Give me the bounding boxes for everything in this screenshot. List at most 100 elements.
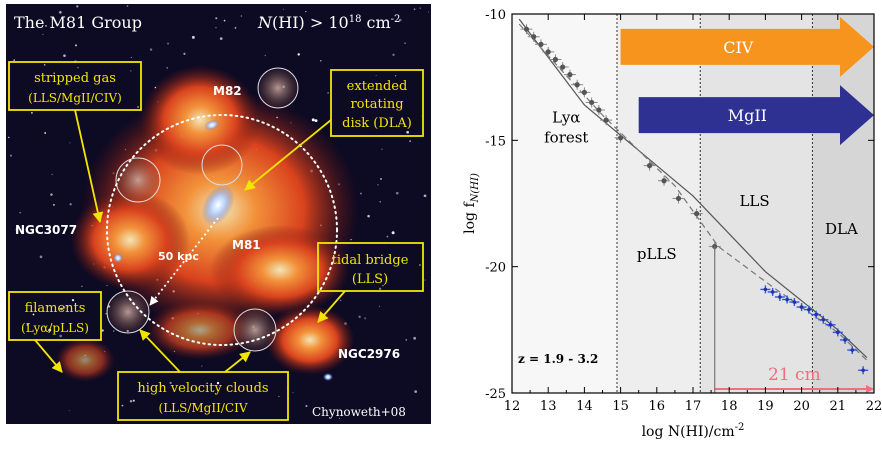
- y-axis-label: log fN(HI): [462, 173, 481, 234]
- redshift-note: z = 1.9 - 3.2: [518, 352, 598, 366]
- star: [80, 25, 84, 29]
- x-tick-label: 15: [612, 399, 629, 414]
- gray-point: [523, 26, 530, 32]
- star: [327, 92, 329, 94]
- star: [419, 264, 421, 266]
- callout-hvc: high velocity clouds (LLS/MgII/CIV: [117, 329, 289, 421]
- star: [74, 44, 78, 47]
- callout-stripped-gas: stripped gas (LLS/MgII/CIV): [8, 61, 142, 224]
- gray-point: [675, 195, 682, 202]
- gray-point: [618, 135, 624, 141]
- m82-label: M82: [213, 84, 242, 98]
- m82-galaxy: [204, 119, 220, 131]
- star: [305, 404, 308, 408]
- star: [391, 231, 395, 235]
- star: [77, 67, 79, 69]
- star: [394, 75, 397, 77]
- x-tick-label: 19: [757, 399, 774, 414]
- gray-point: [603, 117, 609, 123]
- star: [320, 60, 322, 62]
- gray-point: [589, 99, 595, 106]
- star: [419, 7, 421, 9]
- panel-title: The M81 Group: [14, 13, 142, 32]
- svg-text:(LLS/MgII/CIV): (LLS/MgII/CIV): [28, 91, 122, 105]
- star: [130, 70, 132, 72]
- gray-point: [661, 178, 667, 184]
- arrow-label-civ: CIV: [723, 38, 754, 57]
- star: [338, 417, 341, 419]
- x-tick-label: 17: [685, 399, 702, 414]
- blue-point: [821, 317, 826, 322]
- star: [26, 324, 29, 326]
- star: [13, 59, 15, 61]
- star: [215, 17, 218, 20]
- arrow-civ: [620, 16, 874, 77]
- star: [113, 330, 115, 332]
- range-21cm-head: [866, 385, 874, 393]
- star: [43, 64, 46, 66]
- m81-group-image: The M81 Group N(HI) > 1018 cm-2 Chynowet…: [6, 4, 431, 424]
- star: [423, 194, 427, 198]
- ngc3077-galaxy: [113, 253, 123, 263]
- region-3: [812, 14, 874, 393]
- range-21cm-label: 21 cm: [768, 365, 821, 385]
- star: [292, 392, 294, 394]
- star: [406, 130, 410, 134]
- star: [105, 313, 107, 315]
- star: [19, 211, 22, 214]
- blue-point: [778, 295, 782, 299]
- ngc3077-label: NGC3077: [15, 223, 77, 237]
- star: [30, 111, 33, 114]
- star: [71, 298, 75, 302]
- star: [219, 37, 223, 41]
- star: [413, 8, 416, 11]
- credit-label: Chynoweth+08: [312, 405, 406, 419]
- star: [169, 381, 172, 385]
- gray-point: [552, 56, 559, 63]
- region-labels: Lyα forest pLLS LLS DLA: [544, 109, 858, 263]
- star: [216, 381, 220, 385]
- gray-point: [646, 163, 653, 169]
- svg-text:rotating: rotating: [350, 97, 403, 112]
- chart-axes: 12 13 14 15 16 17 18 19 20 21 22 -10 -15 -20 -25: [485, 8, 882, 414]
- fit-lines: [518, 18, 868, 361]
- x-tick-label: 21: [830, 399, 847, 414]
- hvc-clouds: [106, 67, 299, 352]
- gray-point: [538, 41, 544, 47]
- star: [101, 329, 104, 332]
- x-tick-label: 14: [576, 399, 593, 414]
- ion-arrows: CIV MgII 21 cm: [620, 16, 874, 393]
- star: [69, 203, 72, 206]
- star: [382, 284, 384, 287]
- svg-text:tidal bridge: tidal bridge: [332, 253, 409, 268]
- star: [42, 33, 44, 36]
- star: [126, 5, 129, 7]
- star: [32, 313, 35, 316]
- star: [240, 15, 243, 17]
- star: [381, 148, 383, 150]
- x-tick-label: 12: [504, 399, 521, 414]
- star: [427, 11, 429, 13]
- star: [15, 228, 19, 231]
- y-tick-label: -15: [485, 134, 506, 149]
- callout-extended-disk: extended rotating disk (DLA): [244, 69, 424, 191]
- star: [76, 5, 79, 8]
- gray-point: [531, 34, 537, 40]
- region-label-2: LLS: [739, 192, 769, 210]
- star: [305, 10, 307, 13]
- model-line: [518, 23, 868, 361]
- blue-point: [843, 338, 847, 342]
- star: [137, 105, 140, 108]
- gray-point: [560, 64, 566, 70]
- star: [413, 336, 417, 340]
- region-shading: [512, 14, 874, 393]
- star: [8, 136, 10, 139]
- x-tick-label: 20: [793, 399, 810, 414]
- blue-point: [828, 322, 833, 327]
- star: [166, 67, 169, 69]
- star: [149, 48, 153, 51]
- region-2: [700, 14, 813, 393]
- star: [358, 315, 361, 318]
- svg-text:filaments: filaments: [25, 301, 86, 316]
- star: [360, 192, 362, 195]
